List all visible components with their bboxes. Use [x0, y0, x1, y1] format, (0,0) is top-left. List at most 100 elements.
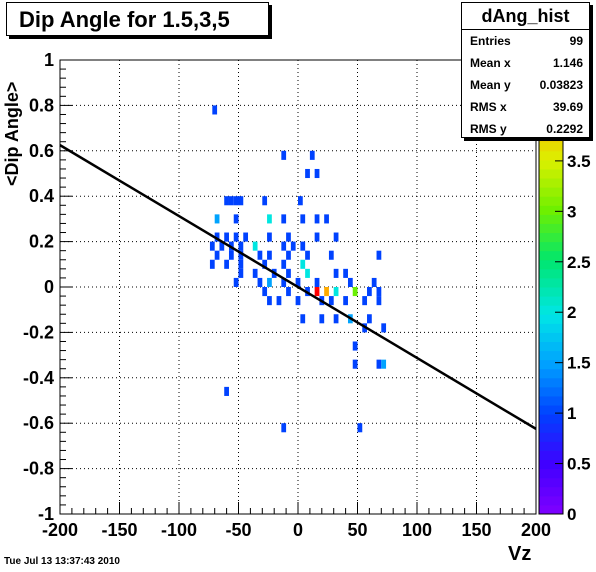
plot-title: Dip Angle for 1.5,3,5 — [6, 2, 269, 36]
stats-label: RMS y — [470, 122, 507, 136]
colorbar-segment — [539, 205, 563, 215]
stats-value: 39.69 — [552, 100, 583, 114]
x-tick-label: 0 — [293, 520, 303, 540]
colorbar-segment — [539, 486, 563, 497]
colorbar-segment — [539, 386, 563, 397]
histogram-cell — [343, 296, 348, 306]
y-tick-label: 1 — [44, 50, 54, 70]
histogram-cell — [238, 250, 244, 260]
histogram-cell — [281, 277, 287, 287]
stats-value: 0.03823 — [539, 78, 583, 92]
histogram-cell — [209, 259, 215, 269]
colorbar-segment — [539, 432, 563, 442]
histogram-cell — [324, 214, 329, 224]
stats-row: RMS y 0.2292 — [462, 118, 589, 140]
colorbar-segment — [539, 196, 563, 206]
colorbar-segment — [539, 141, 563, 152]
stats-label: Entries — [470, 34, 511, 48]
histogram-cell — [281, 150, 287, 160]
fit-line — [59, 144, 537, 430]
histogram-cell — [219, 241, 225, 251]
colorbar-segment — [539, 241, 563, 252]
histogram-cell — [300, 214, 306, 224]
colorbar-segment — [539, 423, 563, 433]
y-tick-label: 0.2 — [29, 232, 54, 252]
colorbar-segment — [539, 332, 563, 342]
histogram-cell — [314, 287, 320, 297]
histogram-cell — [328, 250, 334, 260]
histogram-cell — [214, 232, 220, 242]
timestamp: Tue Jul 13 13:37:43 2010 — [4, 556, 120, 567]
histogram-cell — [371, 277, 377, 287]
histogram-cell — [233, 196, 239, 206]
histogram-cell — [281, 259, 287, 269]
histogram-cell — [224, 196, 229, 206]
histogram-cell — [314, 232, 320, 242]
colorbar-segment — [539, 296, 563, 306]
histogram-cells — [209, 105, 387, 433]
y-tick-label: -0.4 — [23, 368, 54, 388]
colorbar-segment — [539, 495, 563, 506]
histogram-cell — [252, 268, 258, 278]
histogram-cell — [276, 296, 282, 306]
histogram-cell — [298, 196, 303, 206]
colorbar-segment — [539, 350, 563, 361]
grid-lines — [59, 59, 537, 515]
histogram-cell — [233, 232, 239, 242]
histogram-cell — [295, 296, 301, 306]
histogram-cell — [286, 287, 291, 297]
histogram-cell — [381, 359, 387, 369]
histogram-cell — [352, 359, 358, 369]
histogram-cell — [343, 268, 348, 278]
colorbar-segment — [539, 250, 563, 261]
histogram-cell — [262, 287, 268, 297]
fit-line-segment — [59, 144, 537, 430]
histogram-cell — [381, 323, 387, 333]
colorbar-tick-label: 1.5 — [567, 354, 591, 373]
histogram-cell — [333, 287, 339, 297]
histogram-cell — [376, 250, 382, 260]
histogram-cell — [352, 341, 358, 351]
histogram-cell — [324, 287, 329, 297]
histogram-cell — [262, 196, 268, 206]
histogram-cell — [214, 214, 220, 224]
x-tick-label: -100 — [161, 520, 197, 540]
histogram-cell — [309, 150, 315, 160]
colorbar-segment — [539, 268, 563, 279]
histogram-cell — [243, 232, 249, 242]
colorbar-segment — [539, 187, 563, 197]
colorbar-segment — [539, 223, 563, 234]
colorbar-segment — [539, 341, 563, 352]
histogram-cell — [286, 268, 291, 278]
histogram-cell — [238, 241, 244, 251]
colorbar-segment — [539, 468, 563, 479]
colorbar-segment — [539, 314, 563, 324]
x-axis-label: Vz — [508, 543, 532, 565]
colorbar-segment — [539, 414, 563, 424]
colorbar-segment — [539, 405, 563, 415]
colorbar-segment — [539, 287, 563, 297]
histogram-cell — [238, 196, 244, 206]
y-tick-label: -0.8 — [23, 459, 54, 479]
histogram-cell — [305, 168, 310, 179]
histogram-cell — [224, 386, 229, 396]
colorbar-segment — [539, 168, 563, 179]
histogram-cell — [305, 250, 310, 260]
histogram-cell — [267, 250, 272, 260]
histogram-cell — [290, 241, 296, 251]
histogram-cell — [281, 423, 287, 433]
colorbar-segment — [539, 150, 563, 161]
colorbar-segment — [539, 359, 563, 370]
histogram-cell — [214, 250, 220, 260]
stats-value: 0.2292 — [546, 122, 583, 136]
histogram-cell — [233, 214, 239, 224]
x-tick-label: -50 — [225, 520, 251, 540]
y-tick-label: -1 — [38, 504, 54, 524]
histogram-cell — [295, 277, 301, 287]
histogram-cell — [314, 214, 320, 224]
y-tick-label: 0 — [44, 277, 54, 297]
axes: -200 -150 -100 -50 0 50 100 150 200 -1 -0.8 -0.6 -0.… — [23, 50, 551, 540]
histogram-cell — [376, 287, 382, 297]
histogram-cell — [267, 232, 272, 242]
histogram-cell — [267, 277, 272, 287]
